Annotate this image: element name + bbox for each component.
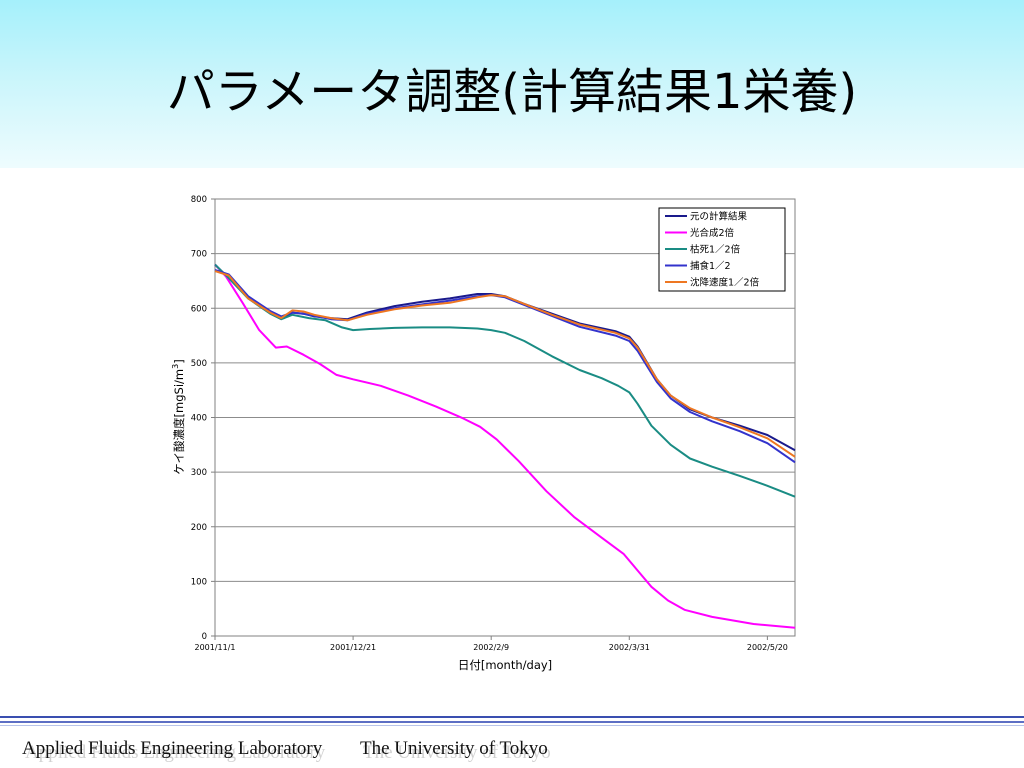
- x-axis-label: 日付[month/day]: [458, 658, 552, 672]
- slide-title: パラメータ調整(計算結果1栄養): [166, 64, 858, 120]
- footer-lab: Applied Fluids Engineering Laboratory: [22, 738, 323, 759]
- footer-lab-shadow: Applied Fluids Engineering Laboratory: [25, 742, 326, 763]
- x-tick-label: 2002/2/9: [473, 643, 509, 652]
- y-axis-label-sup: 3: [171, 364, 180, 369]
- y-tick-label: 600: [191, 304, 207, 314]
- x-tick-label: 2001/11/1: [194, 643, 235, 652]
- series-lines: [214, 263, 796, 629]
- y-tick-label: 0: [202, 632, 207, 642]
- y-axis-label-end: ]: [172, 359, 186, 364]
- legend-label-3: 枯死1／2倍: [690, 244, 741, 256]
- y-tick-label: 400: [191, 414, 207, 424]
- x-tick-label: 2002/3/31: [609, 643, 650, 652]
- series-line-2: [214, 263, 796, 629]
- legend-label-5: 沈降速度1／2倍: [690, 277, 760, 289]
- legend-label-2: 光合成2倍: [690, 227, 735, 239]
- x-tick-label: 2002/5/20: [747, 643, 788, 652]
- y-tick-label: 500: [191, 359, 207, 369]
- y-tick-label: 300: [191, 468, 207, 478]
- y-tick-label: 800: [191, 195, 207, 205]
- series-line-5: [214, 270, 796, 458]
- y-tick-label: 100: [191, 577, 207, 587]
- footer-divider: [0, 716, 1024, 734]
- y-tick-labels: 0 100 200 300 400 500 600 700 800: [191, 195, 215, 642]
- x-tick-labels: 2001/11/1 2001/12/21 2002/2/9 2002/3/31 2002…: [194, 636, 788, 652]
- footer-university-shadow: The University of Tokyo: [363, 742, 551, 763]
- x-tick-label: 2001/12/21: [330, 643, 376, 652]
- y-axis-label-main: ケイ酸濃度[mgSi/m: [172, 369, 186, 475]
- grid-lines: [215, 253, 795, 582]
- y-axis-label: ケイ酸濃度[mgSi/m3]: [171, 359, 186, 474]
- legend-label-4: 捕食1／2: [690, 260, 731, 272]
- footer-university: The University of Tokyo: [360, 738, 548, 759]
- y-tick-label: 700: [191, 250, 207, 260]
- title-band: [0, 0, 1024, 168]
- y-tick-label: 200: [191, 523, 207, 533]
- series-line-3: [214, 263, 796, 498]
- legend-label-1: 元の計算結果: [690, 211, 748, 223]
